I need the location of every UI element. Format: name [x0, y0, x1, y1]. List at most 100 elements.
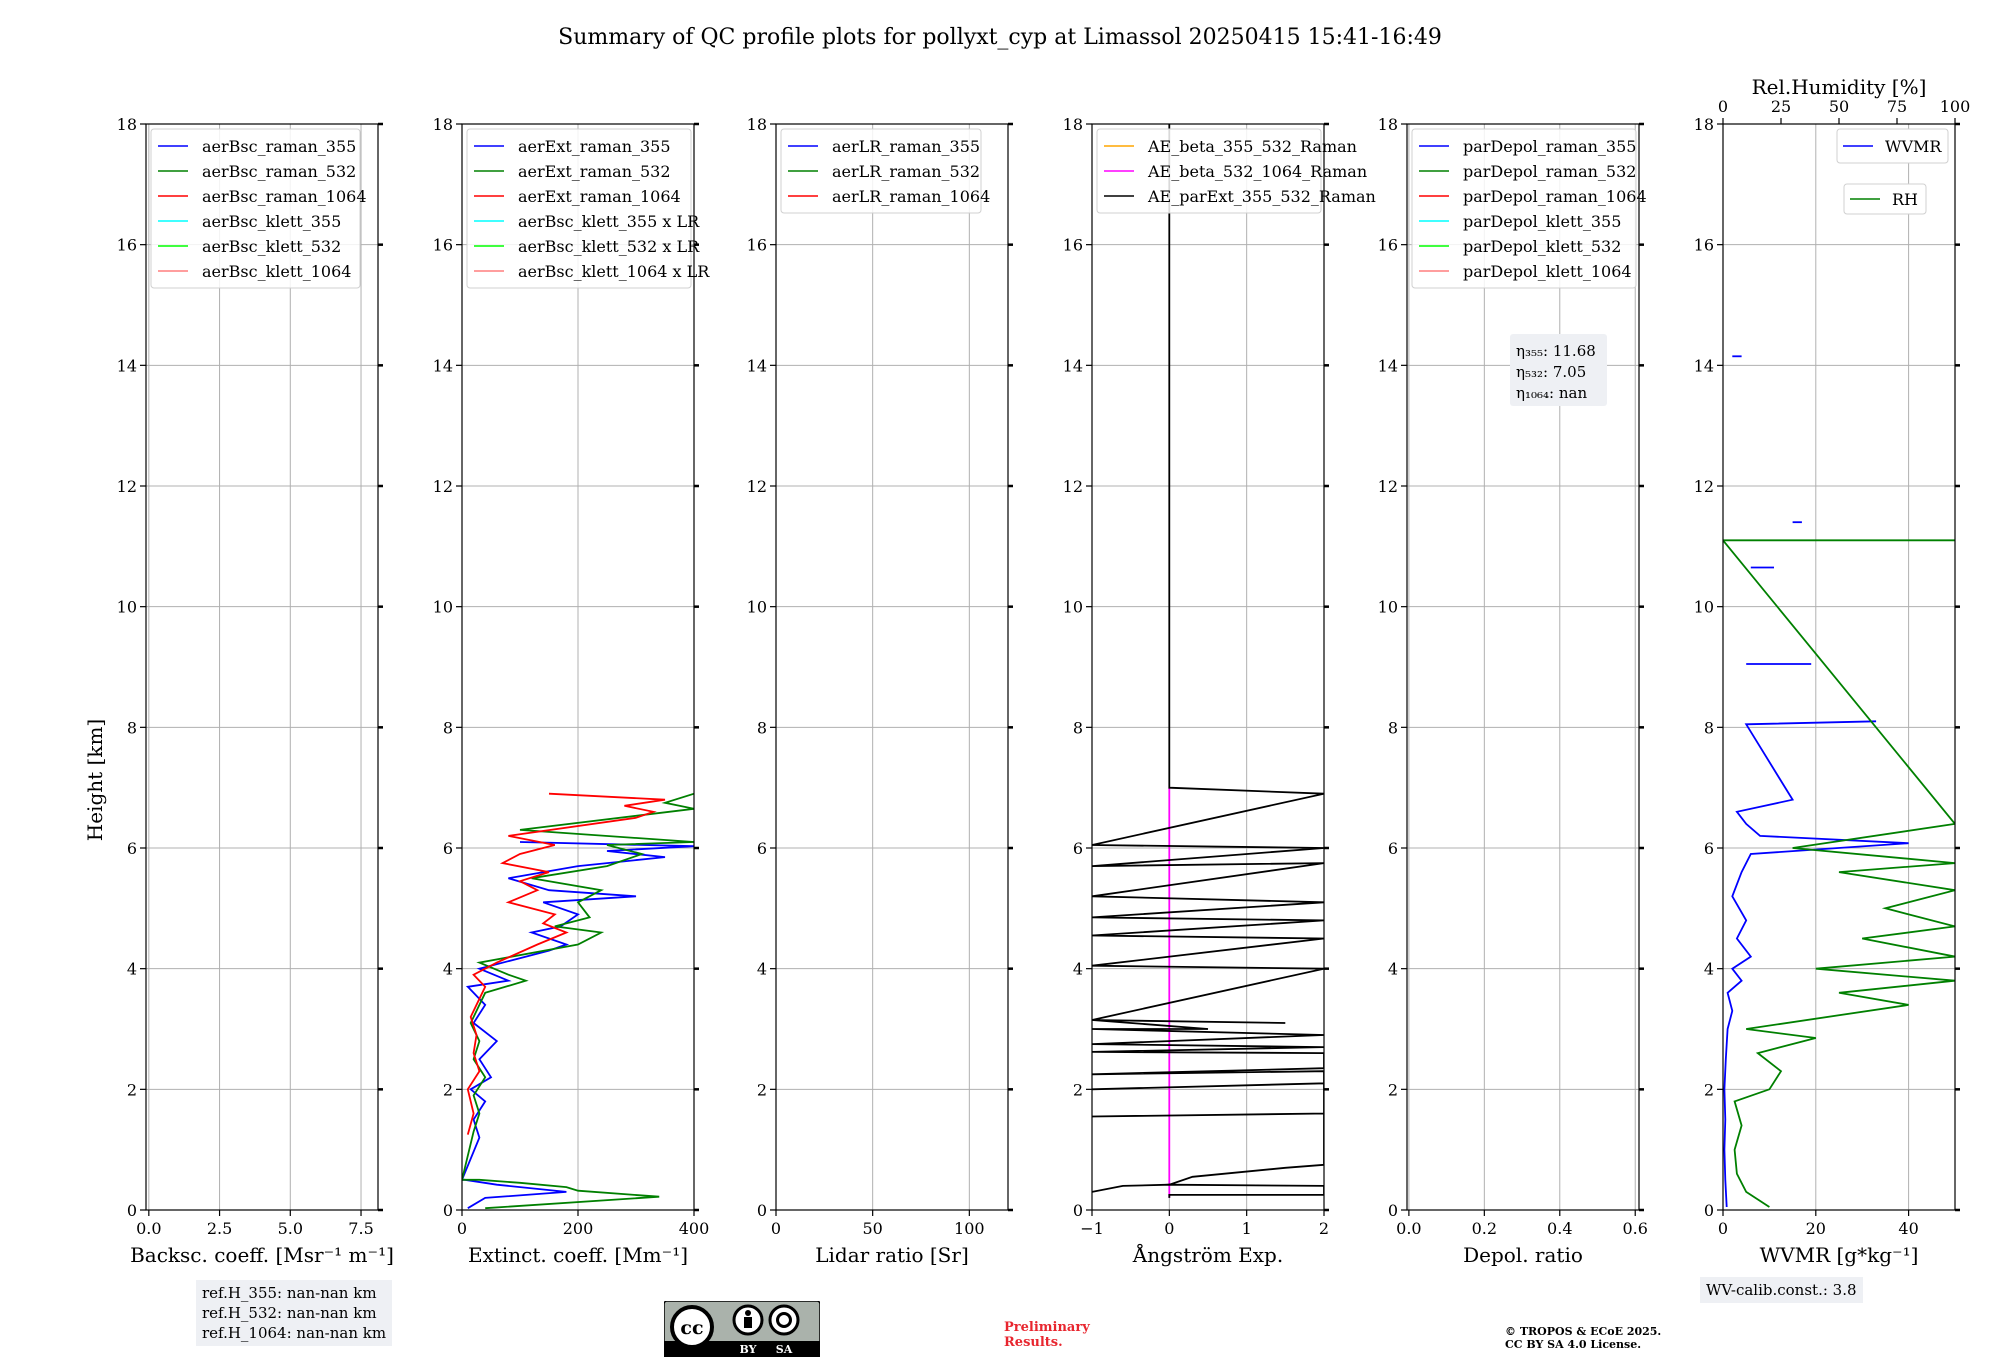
legend-entry: AE_beta_355_532_Raman [1147, 137, 1357, 156]
eta-annotation: η₃₅₅: 11.68 [1516, 342, 1596, 360]
y-tick-label: 8 [127, 718, 137, 737]
x-tick-label: −1 [1080, 1219, 1104, 1238]
y-tick-label: 0 [1704, 1201, 1714, 1220]
legend-entry: AE_parExt_355_532_Raman [1147, 187, 1376, 206]
y-tick-label: 10 [433, 598, 453, 617]
axes-frame [1406, 123, 1640, 1211]
legend-entry: aerBsc_klett_1064 x LR [518, 262, 710, 281]
wv-calibration-box: WV-calib.const.: 3.8 [1700, 1277, 1863, 1303]
y-tick-label: 18 [1378, 115, 1398, 134]
legend-entry: aerBsc_raman_355 [202, 137, 356, 156]
y-tick-label: 6 [1388, 839, 1398, 858]
y-tick-label: 18 [747, 115, 767, 134]
y-tick-label: 12 [1694, 477, 1714, 496]
x-axis-label: Ångström Exp. [1132, 1242, 1283, 1267]
y-tick-label: 2 [1388, 1080, 1398, 1099]
figure-title: Summary of QC profile plots for pollyxt_… [558, 25, 1442, 50]
legend-entry: parDepol_klett_1064 [1463, 262, 1632, 281]
top-x-tick-label: 25 [1771, 97, 1791, 116]
y-tick-label: 2 [1704, 1080, 1714, 1099]
copyright-note: © TROPOS & ECoE 2025. CC BY SA 4.0 Licen… [1505, 1325, 1662, 1351]
top-x-tick-label: 0 [1718, 97, 1728, 116]
ref-height-532: ref.H_532: nan-nan km [202, 1304, 377, 1322]
y-tick-label: 16 [117, 236, 137, 255]
y-tick-label: 18 [1063, 115, 1083, 134]
y-tick-label: 16 [1063, 236, 1083, 255]
y-tick-label: 16 [1378, 236, 1398, 255]
series-line [462, 841, 694, 1209]
legend-entry: aerExt_raman_532 [518, 162, 671, 181]
y-tick-label: 6 [443, 839, 453, 858]
legend-entry: aerBsc_raman_532 [202, 162, 356, 181]
y-tick-label: 14 [117, 356, 137, 375]
cc-icon [670, 1305, 714, 1349]
axes-frame [1091, 123, 1325, 1211]
y-tick-label: 8 [757, 718, 767, 737]
legend [466, 128, 692, 289]
x-tick-label: 0 [1164, 1219, 1174, 1238]
eta-annotation: η₅₃₂: 7.05 [1516, 363, 1586, 381]
legend-entry: parDepol_raman_532 [1463, 162, 1636, 181]
y-tick-label: 2 [757, 1080, 767, 1099]
eta-annotation-box [1510, 334, 1607, 406]
y-tick-label: 12 [1063, 477, 1083, 496]
y-tick-label: 18 [1694, 115, 1714, 134]
y-tick-label: 4 [127, 960, 137, 979]
legend-entry: parDepol_raman_1064 [1463, 187, 1647, 206]
y-tick-label: 8 [1388, 718, 1398, 737]
y-tick-label: 4 [757, 960, 767, 979]
legend-entry: WVMR [1885, 137, 1942, 156]
reference-height-box: ref.H_355: nan-nan km ref.H_532: nan-nan… [196, 1280, 393, 1346]
axes-frame [1722, 123, 1956, 1211]
legend-entry: aerBsc_klett_355 [202, 212, 341, 231]
y-tick-label: 14 [1378, 356, 1398, 375]
legend-entry: aerExt_raman_355 [518, 137, 671, 156]
ref-height-1064: ref.H_1064: nan-nan km [202, 1324, 387, 1342]
svg-text:SA: SA [776, 1343, 793, 1356]
y-tick-label: 18 [433, 115, 453, 134]
profile-panel: 0 2 4 6 8 10 12 14 16 18 0 200 400 Extinct. coeff. [M… [433, 115, 711, 1267]
x-tick-label: 0 [1718, 1219, 1728, 1238]
legend-entry: aerBsc_klett_532 x LR [518, 237, 700, 256]
x-tick-label: 0.0 [1396, 1219, 1421, 1238]
x-tick-label: 50 [862, 1219, 882, 1238]
y-tick-label: 14 [1694, 356, 1714, 375]
share-alike-icon [768, 1304, 800, 1336]
y-tick-label: 4 [1388, 960, 1398, 979]
legend-entry: aerBsc_raman_1064 [202, 187, 367, 206]
x-tick-label: 100 [954, 1219, 985, 1238]
x-tick-label: 20 [1806, 1219, 1826, 1238]
profile-panel: 0 2 4 6 8 10 12 14 16 18 0.0 0.2 0.4 0.6 Depol. ratio p… [1378, 115, 1648, 1267]
series-line [466, 792, 666, 1135]
legend [1843, 183, 1927, 215]
x-tick-label: 7.5 [348, 1219, 373, 1238]
y-tick-label: 6 [1073, 839, 1083, 858]
y-tick-label: 14 [747, 356, 767, 375]
x-tick-label: 200 [563, 1219, 594, 1238]
y-tick-label: 6 [1704, 839, 1714, 858]
legend [780, 128, 982, 214]
y-tick-label: 0 [1073, 1201, 1083, 1220]
x-tick-label: 1 [1242, 1219, 1252, 1238]
profile-panel: 0 2 4 6 8 10 12 14 16 18 0 50 100 Lidar ratio [Sr] aer… [747, 115, 1013, 1267]
legend-entry: aerBsc_klett_532 [202, 237, 341, 256]
legend [1411, 128, 1637, 289]
x-tick-label: 0.0 [136, 1219, 161, 1238]
y-tick-label: 0 [1388, 1201, 1398, 1220]
y-tick-label: 14 [433, 356, 453, 375]
profile-panel: 0 2 4 6 8 10 12 14 16 18 0.0 2.5 5.0 7.5 Backsc. coeff… [117, 115, 394, 1267]
x-tick-label: 5.0 [278, 1219, 303, 1238]
x-tick-label: 0.2 [1472, 1219, 1497, 1238]
y-tick-label: 10 [117, 598, 137, 617]
series-line [462, 792, 694, 1210]
y-axis-label: Height [km] [83, 719, 107, 841]
x-tick-label: 0 [457, 1219, 467, 1238]
legend-entry: aerBsc_klett_1064 [202, 262, 351, 281]
y-tick-label: 16 [747, 236, 767, 255]
y-tick-label: 18 [117, 115, 137, 134]
svg-text:BY: BY [740, 1343, 757, 1356]
y-tick-label: 12 [1378, 477, 1398, 496]
legend-entry: parDepol_raman_355 [1463, 137, 1636, 156]
